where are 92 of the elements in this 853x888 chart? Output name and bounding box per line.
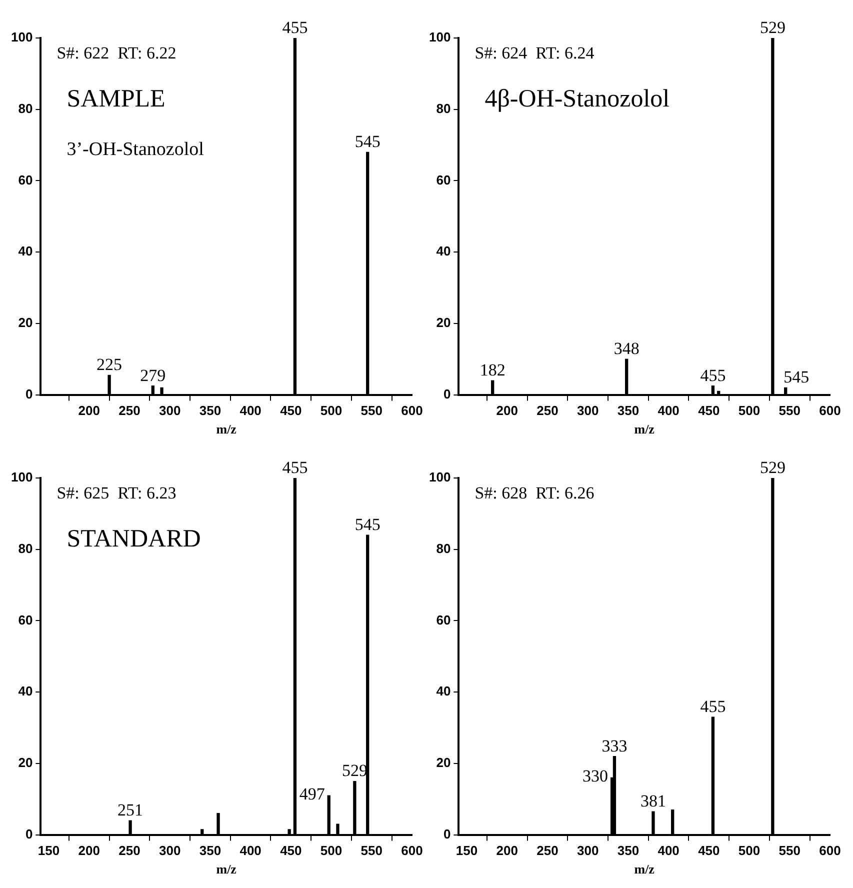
annotation: 381 <box>640 792 666 811</box>
x-tick-label: 400 <box>658 403 680 418</box>
y-tick-label: 60 <box>18 172 33 188</box>
annotation: 333 <box>602 736 628 756</box>
annotation: SAMPLE <box>66 86 166 113</box>
y-tick-label: 0 <box>443 386 451 402</box>
annotation: 545 <box>784 368 810 387</box>
x-tick-label: 300 <box>576 403 599 418</box>
annotation: 182 <box>480 360 506 380</box>
annotation: 455 <box>282 18 308 37</box>
x-tick-label: 600 <box>819 403 841 418</box>
y-tick-label: 20 <box>436 315 451 330</box>
x-tick-label: 300 <box>158 843 181 858</box>
x-tick-label: 200 <box>78 843 100 858</box>
x-axis-title: m/z <box>634 862 655 877</box>
x-tick-label: 400 <box>240 843 262 858</box>
y-tick-label: 80 <box>436 100 451 116</box>
annotation: 529 <box>760 458 786 477</box>
y-tick-label: 0 <box>25 386 33 402</box>
x-tick-label: 450 <box>280 843 302 858</box>
annotation: S#: 625 RT: 6.23 <box>56 483 176 502</box>
y-tick-label: 100 <box>10 30 33 45</box>
x-axis-title: m/z <box>216 862 237 877</box>
annotation: 251 <box>118 800 144 820</box>
x-tick-label: 250 <box>536 403 558 418</box>
x-tick-label: 250 <box>118 403 140 418</box>
x-tick-label: 500 <box>738 843 760 858</box>
x-tick-label: 350 <box>199 843 222 858</box>
annotation: 455 <box>282 458 308 477</box>
x-tick-label: 500 <box>320 843 342 858</box>
x-tick-label: 600 <box>401 843 423 858</box>
y-tick-label: 40 <box>18 244 33 259</box>
y-tick-label: 60 <box>18 612 33 628</box>
x-tick-label: 550 <box>360 843 382 858</box>
x-tick-label: 400 <box>658 843 680 858</box>
annotation: 4β-OH-Stanozolol <box>484 86 670 113</box>
x-tick-label: 250 <box>118 843 140 858</box>
x-tick-label: 550 <box>778 403 800 418</box>
annotation: S#: 622 RT: 6.22 <box>56 43 176 62</box>
x-tick-label: 150 <box>38 843 60 858</box>
x-tick-label: 300 <box>158 403 181 418</box>
y-tick-label: 20 <box>18 315 33 330</box>
x-tick-label: 350 <box>617 843 640 858</box>
annotation: 529 <box>760 18 786 37</box>
annotation: 455 <box>700 697 726 716</box>
x-tick-label: 350 <box>199 403 222 418</box>
x-tick-label: 200 <box>78 403 100 418</box>
y-tick-label: 80 <box>436 540 451 556</box>
y-tick-label: 60 <box>436 172 451 188</box>
annotation: 545 <box>354 515 380 534</box>
x-tick-label: 300 <box>576 843 599 858</box>
x-tick-label: 350 <box>617 403 640 418</box>
y-tick-label: 40 <box>18 684 33 699</box>
y-tick-label: 40 <box>436 244 451 259</box>
x-tick-label: 600 <box>819 843 841 858</box>
y-tick-label: 60 <box>436 612 451 628</box>
x-tick-label: 150 <box>456 843 478 858</box>
annotation: 545 <box>354 132 380 152</box>
x-tick-label: 450 <box>280 403 302 418</box>
annotation: 455 <box>700 366 726 385</box>
x-tick-label: 550 <box>360 403 382 418</box>
annotation: 3’-OH-Stanozolol <box>66 138 204 160</box>
annotation: S#: 624 RT: 6.24 <box>474 43 595 62</box>
annotation: 330 <box>582 766 608 786</box>
x-tick-label: 450 <box>698 843 720 858</box>
x-tick-label: 600 <box>401 403 423 418</box>
x-tick-label: 200 <box>496 843 518 858</box>
y-tick-label: 40 <box>436 684 451 699</box>
annotation: 348 <box>614 339 640 358</box>
x-tick-label: 450 <box>698 403 720 418</box>
y-tick-label: 20 <box>18 755 33 770</box>
x-tick-label: 200 <box>496 403 518 418</box>
y-tick-label: 0 <box>25 826 33 842</box>
annotation: 225 <box>96 355 122 374</box>
annotation: 497 <box>299 784 326 804</box>
x-tick-label: 250 <box>536 843 558 858</box>
y-tick-label: 100 <box>428 470 451 485</box>
annotation: STANDARD <box>66 526 201 553</box>
annotation: 279 <box>140 366 166 385</box>
x-tick-label: 500 <box>738 403 760 418</box>
x-tick-label: 550 <box>778 843 800 858</box>
annotation: S#: 628 RT: 6.26 <box>474 483 594 502</box>
y-tick-label: 100 <box>10 470 33 485</box>
x-tick-label: 400 <box>240 403 262 418</box>
y-tick-label: 80 <box>18 100 33 116</box>
y-tick-label: 20 <box>436 755 451 770</box>
x-tick-label: 500 <box>320 403 342 418</box>
x-axis-title: m/z <box>634 422 655 437</box>
x-axis-title: m/z <box>216 422 237 437</box>
y-tick-label: 0 <box>443 826 451 842</box>
y-tick-label: 80 <box>18 540 33 556</box>
y-tick-label: 100 <box>428 30 451 45</box>
